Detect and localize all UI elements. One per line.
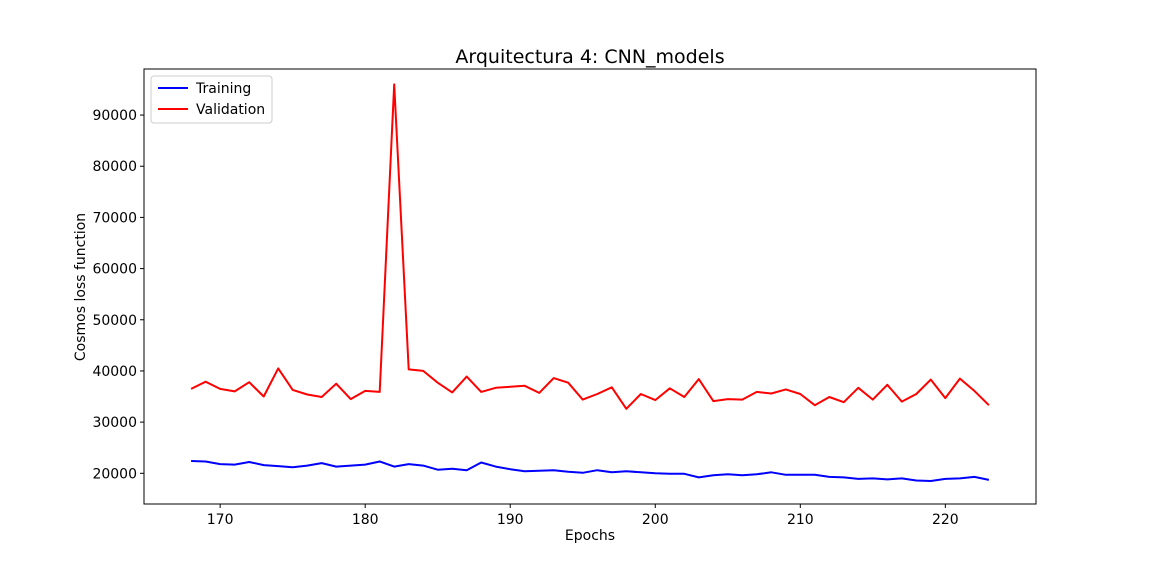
y-tick-label: 40000 [92,364,137,380]
y-tick-label: 60000 [92,262,137,278]
x-tick-label: 210 [787,512,814,528]
x-tick-label: 220 [932,512,959,528]
y-axis-label: Cosmos loss function [73,213,89,361]
series-line-training [191,460,990,482]
y-tick-label: 30000 [92,415,137,431]
x-axis-label: Epochs [565,528,615,544]
legend-label-training: Training [195,81,251,97]
x-axis: 170 180 190 200 210 220 [207,504,959,528]
plot-area [190,83,990,482]
chart-title: Arquitectura 4: CNN_models [455,46,724,68]
axes-frame [143,68,1037,505]
x-tick-label: 170 [207,512,234,528]
y-tick-label: 90000 [92,108,137,124]
legend: Training Validation [150,75,273,124]
y-axis: 20000 30000 40000 50000 60000 70000 80000 90000 [92,108,144,482]
y-tick-label: 80000 [92,159,137,175]
y-tick-label: 70000 [92,210,137,226]
y-tick-label: 20000 [92,466,137,482]
y-tick-label: 50000 [92,313,137,329]
series-line-validation [190,83,990,410]
x-tick-label: 180 [352,512,379,528]
x-tick-label: 190 [497,512,524,528]
x-tick-label: 200 [642,512,669,528]
legend-label-validation: Validation [196,102,265,118]
